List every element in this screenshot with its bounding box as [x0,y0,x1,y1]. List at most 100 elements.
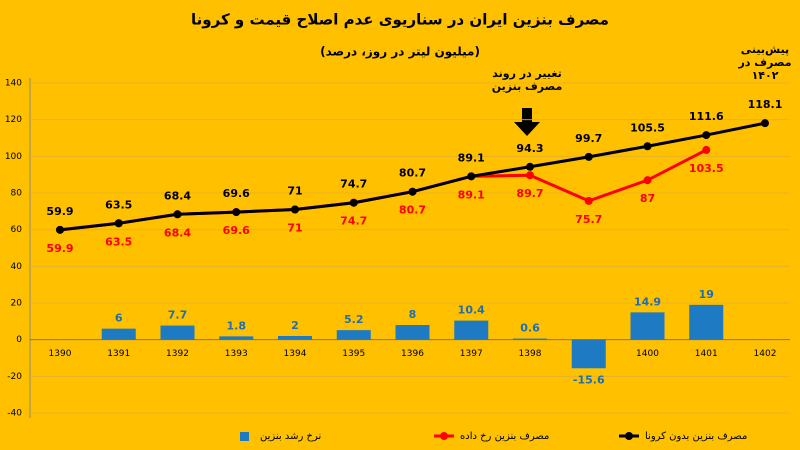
bar-value-label: 10.4 [458,304,485,317]
bar-value-label: 14.9 [634,295,661,308]
legend-marker [625,432,633,440]
line-point [291,205,299,214]
line-point [584,196,593,205]
line-value-label: 99.7 [575,132,602,145]
x-tick-label: 1396 [401,349,424,359]
x-tick-label: 1394 [284,349,307,359]
line-value-label: 89.1 [458,188,485,201]
bar [336,330,371,340]
annotation: مصرف در [737,56,791,69]
bar-value-label: -15.6 [573,373,605,386]
bar-value-label: 7.7 [168,309,188,322]
line-value-label: 68.4 [164,189,191,202]
line-value-label: 59.9 [46,205,73,218]
y-tick-label: 40 [11,262,23,272]
bar-value-label: 8 [409,308,417,321]
line-point [467,172,476,181]
x-tick-label: 1391 [107,349,130,359]
line-value-label: 89.1 [458,151,485,164]
line-value-label: 68.4 [164,226,191,239]
line-point [114,219,123,228]
bar-value-label: 0.6 [520,322,540,335]
x-tick-label: 1402 [754,349,777,359]
line-value-label: 69.6 [223,187,250,200]
line-point [408,187,417,196]
x-tick-label: 1398 [519,349,542,359]
line-value-label: 69.6 [223,224,250,237]
chart-subtitle: (میلیون لیتر در روز، درصد) [320,45,480,60]
line-value-label: 80.7 [399,204,426,217]
line-point [643,176,652,185]
annotation: تغییر در روند [492,67,561,80]
x-tick-label: 1395 [342,349,365,359]
bar-value-label: 5.2 [344,313,364,326]
bar [219,336,254,340]
x-tick-label: 1401 [695,349,718,359]
x-tick-label: 1393 [225,349,248,359]
y-tick-label: 20 [11,299,23,309]
x-tick-label: 1400 [636,349,659,359]
line-point [173,210,182,219]
legend-label: نرخ رشد بنزین [260,431,321,442]
bar [454,320,489,340]
line-value-label: 80.7 [399,167,426,180]
line-point [643,142,652,151]
line-value-label: 87 [640,192,655,205]
legend-marker [440,432,448,440]
line-point [702,131,711,140]
x-tick-label: 1397 [460,349,483,359]
y-tick-label: 0 [16,335,22,345]
line-value-label: 74.7 [340,215,367,228]
bar [513,338,547,340]
line-value-label: 74.7 [340,178,367,191]
bar [160,325,195,340]
legend-label: مصرف بنزین بدون کرونا [645,431,747,442]
line-value-label: 94.3 [516,142,543,155]
y-tick-label: 60 [11,225,23,235]
line-point [526,162,534,171]
line-value-label: 71 [287,222,302,235]
bar-value-label: 6 [115,312,123,325]
line-point [702,145,711,154]
line-value-label: 63.5 [105,198,132,211]
y-tick-label: 140 [5,79,22,89]
legend-label: مصرف بنزین رخ داده [460,431,549,442]
y-tick-label: 120 [5,115,22,125]
line-point [761,119,769,128]
bar [630,312,665,340]
bar [571,339,606,369]
y-tick-label: -20 [7,372,22,382]
bar [395,325,430,340]
line-point [584,152,593,161]
bar-value-label: 19 [699,288,714,301]
x-tick-label: 1392 [166,349,189,359]
annotation-arrow [514,108,540,136]
line-value-label: 118.1 [748,98,783,111]
bar-value-label: 1.8 [227,319,247,332]
line-value-label: 63.5 [105,235,132,248]
bar-value-label: 2 [291,319,299,332]
annotation: مصرف بنزین [492,80,563,93]
line-point [56,225,64,234]
bar [689,304,724,340]
y-tick-label: 80 [11,189,23,199]
line-value-label: 59.9 [46,242,73,255]
line-point [232,208,241,217]
line-value-label: 75.7 [575,213,602,226]
line-point [349,198,358,207]
x-tick-label: 1390 [49,349,72,359]
line-value-label: 105.5 [630,121,665,134]
line-value-label: 103.5 [689,162,724,175]
y-tick-label: 100 [5,152,22,162]
legend-marker [240,432,249,441]
line-value-label: 89.7 [516,187,543,200]
bar [101,328,136,340]
y-tick-label: -40 [7,409,22,419]
annotation: ۱۴۰۲ [752,69,779,82]
chart-title: مصرف بنزین ایران در سناریوی عدم اصلاح قی… [191,11,609,29]
line-value-label: 71 [287,185,302,198]
line-value-label: 111.6 [689,110,724,123]
annotation: پیش‌بینی [741,43,789,56]
